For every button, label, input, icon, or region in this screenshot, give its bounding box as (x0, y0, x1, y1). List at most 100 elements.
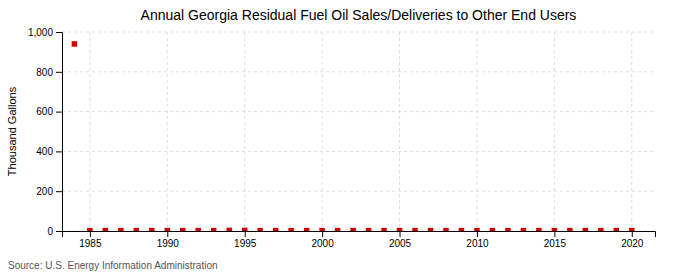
tick: 2000 (311, 231, 334, 249)
point (72, 41, 77, 46)
tick-mark (90, 231, 91, 237)
tick-mark (477, 231, 478, 237)
tick-mark (632, 231, 633, 237)
point (103, 228, 108, 231)
point (149, 228, 154, 231)
tick-mark (400, 231, 401, 237)
grid-line (62, 71, 655, 72)
point (242, 228, 247, 231)
axis-line (63, 232, 656, 238)
grid-line (62, 111, 655, 112)
tick-label: 400 (36, 146, 53, 157)
point (165, 228, 170, 231)
point (474, 228, 479, 231)
tick-mark (554, 231, 555, 237)
point (443, 228, 448, 231)
tick-label: 1,000 (28, 27, 53, 38)
tick-mark (56, 112, 62, 113)
tick-label: 1995 (234, 238, 257, 249)
tick: 800 (36, 67, 62, 78)
chart: 1985 1990 1995 2000 2005 2010 2015 2020 0 200 400 6… (0, 0, 675, 275)
point (567, 228, 572, 231)
tick: 1995 (234, 231, 257, 249)
x-axis: 1985 1990 1995 2000 2005 2010 2015 2020 (63, 231, 656, 249)
point (381, 228, 386, 231)
grid-line (167, 32, 168, 231)
tick: 600 (36, 106, 62, 117)
grid-line (476, 32, 477, 231)
tick: 2005 (389, 231, 412, 249)
tick: 0 (47, 226, 62, 237)
tick-label: 1985 (79, 238, 102, 249)
tick-mark (245, 231, 246, 237)
tick-mark (56, 72, 62, 73)
grid (62, 32, 655, 231)
point (304, 228, 309, 231)
point (196, 228, 201, 231)
point (412, 228, 417, 231)
tick-label: 2005 (389, 238, 412, 249)
point (552, 228, 557, 231)
grid-line (322, 32, 323, 231)
grid-line (554, 32, 555, 231)
grid-line (62, 32, 655, 33)
tick: 2015 (544, 231, 567, 249)
point (180, 228, 185, 231)
tick-label: 200 (36, 186, 53, 197)
point (211, 228, 216, 231)
tick-label: 0 (47, 226, 53, 237)
tick: 1,000 (28, 27, 62, 38)
point (319, 228, 324, 231)
tick-label: 2015 (544, 238, 567, 249)
point (459, 228, 464, 231)
marks (72, 41, 635, 231)
point (397, 228, 402, 231)
tick: 200 (36, 186, 62, 197)
tick-label: 600 (36, 106, 53, 117)
point (257, 228, 262, 231)
point (629, 228, 634, 231)
tick-label: 2010 (466, 238, 489, 249)
grid-line (399, 32, 400, 231)
grid-line (62, 151, 655, 152)
plot-area: 1985 1990 1995 2000 2005 2010 2015 2020 0 200 400 6… (28, 27, 656, 249)
grid-line (631, 32, 632, 231)
point (226, 228, 231, 231)
point (366, 228, 371, 231)
title: Annual Georgia Residual Fuel Oil Sales/D… (141, 7, 577, 23)
tick-label: 800 (36, 67, 53, 78)
point (273, 228, 278, 231)
point (536, 228, 541, 231)
point (583, 228, 588, 231)
tick-mark (56, 231, 62, 232)
point (335, 228, 340, 231)
point (87, 228, 92, 231)
tick-label: 2020 (621, 238, 644, 249)
tick: 2010 (466, 231, 489, 249)
point (350, 228, 355, 231)
point (428, 228, 433, 231)
point (505, 228, 510, 231)
tick-mark (322, 231, 323, 237)
y-axis: 0 200 400 600 800 1,000 (28, 27, 63, 237)
tick: 1985 (79, 231, 102, 249)
grid-line (89, 32, 90, 231)
point (521, 228, 526, 231)
tick-mark (167, 231, 168, 237)
point (614, 228, 619, 231)
point (598, 228, 603, 231)
tick-mark (56, 32, 62, 33)
point (134, 228, 139, 231)
grid-line (62, 191, 655, 192)
tick-mark (56, 191, 62, 192)
y-axis-title: Thousand Gallons (6, 86, 18, 176)
source: Source: U.S. Energy Information Administ… (8, 260, 218, 271)
point (288, 228, 293, 231)
grid-line (244, 32, 245, 231)
tick-label: 2000 (311, 238, 334, 249)
point (118, 228, 123, 231)
axis-line (56, 33, 63, 232)
tick-label: 1990 (157, 238, 180, 249)
tick: 1990 (157, 231, 180, 249)
tick: 2020 (621, 231, 644, 249)
